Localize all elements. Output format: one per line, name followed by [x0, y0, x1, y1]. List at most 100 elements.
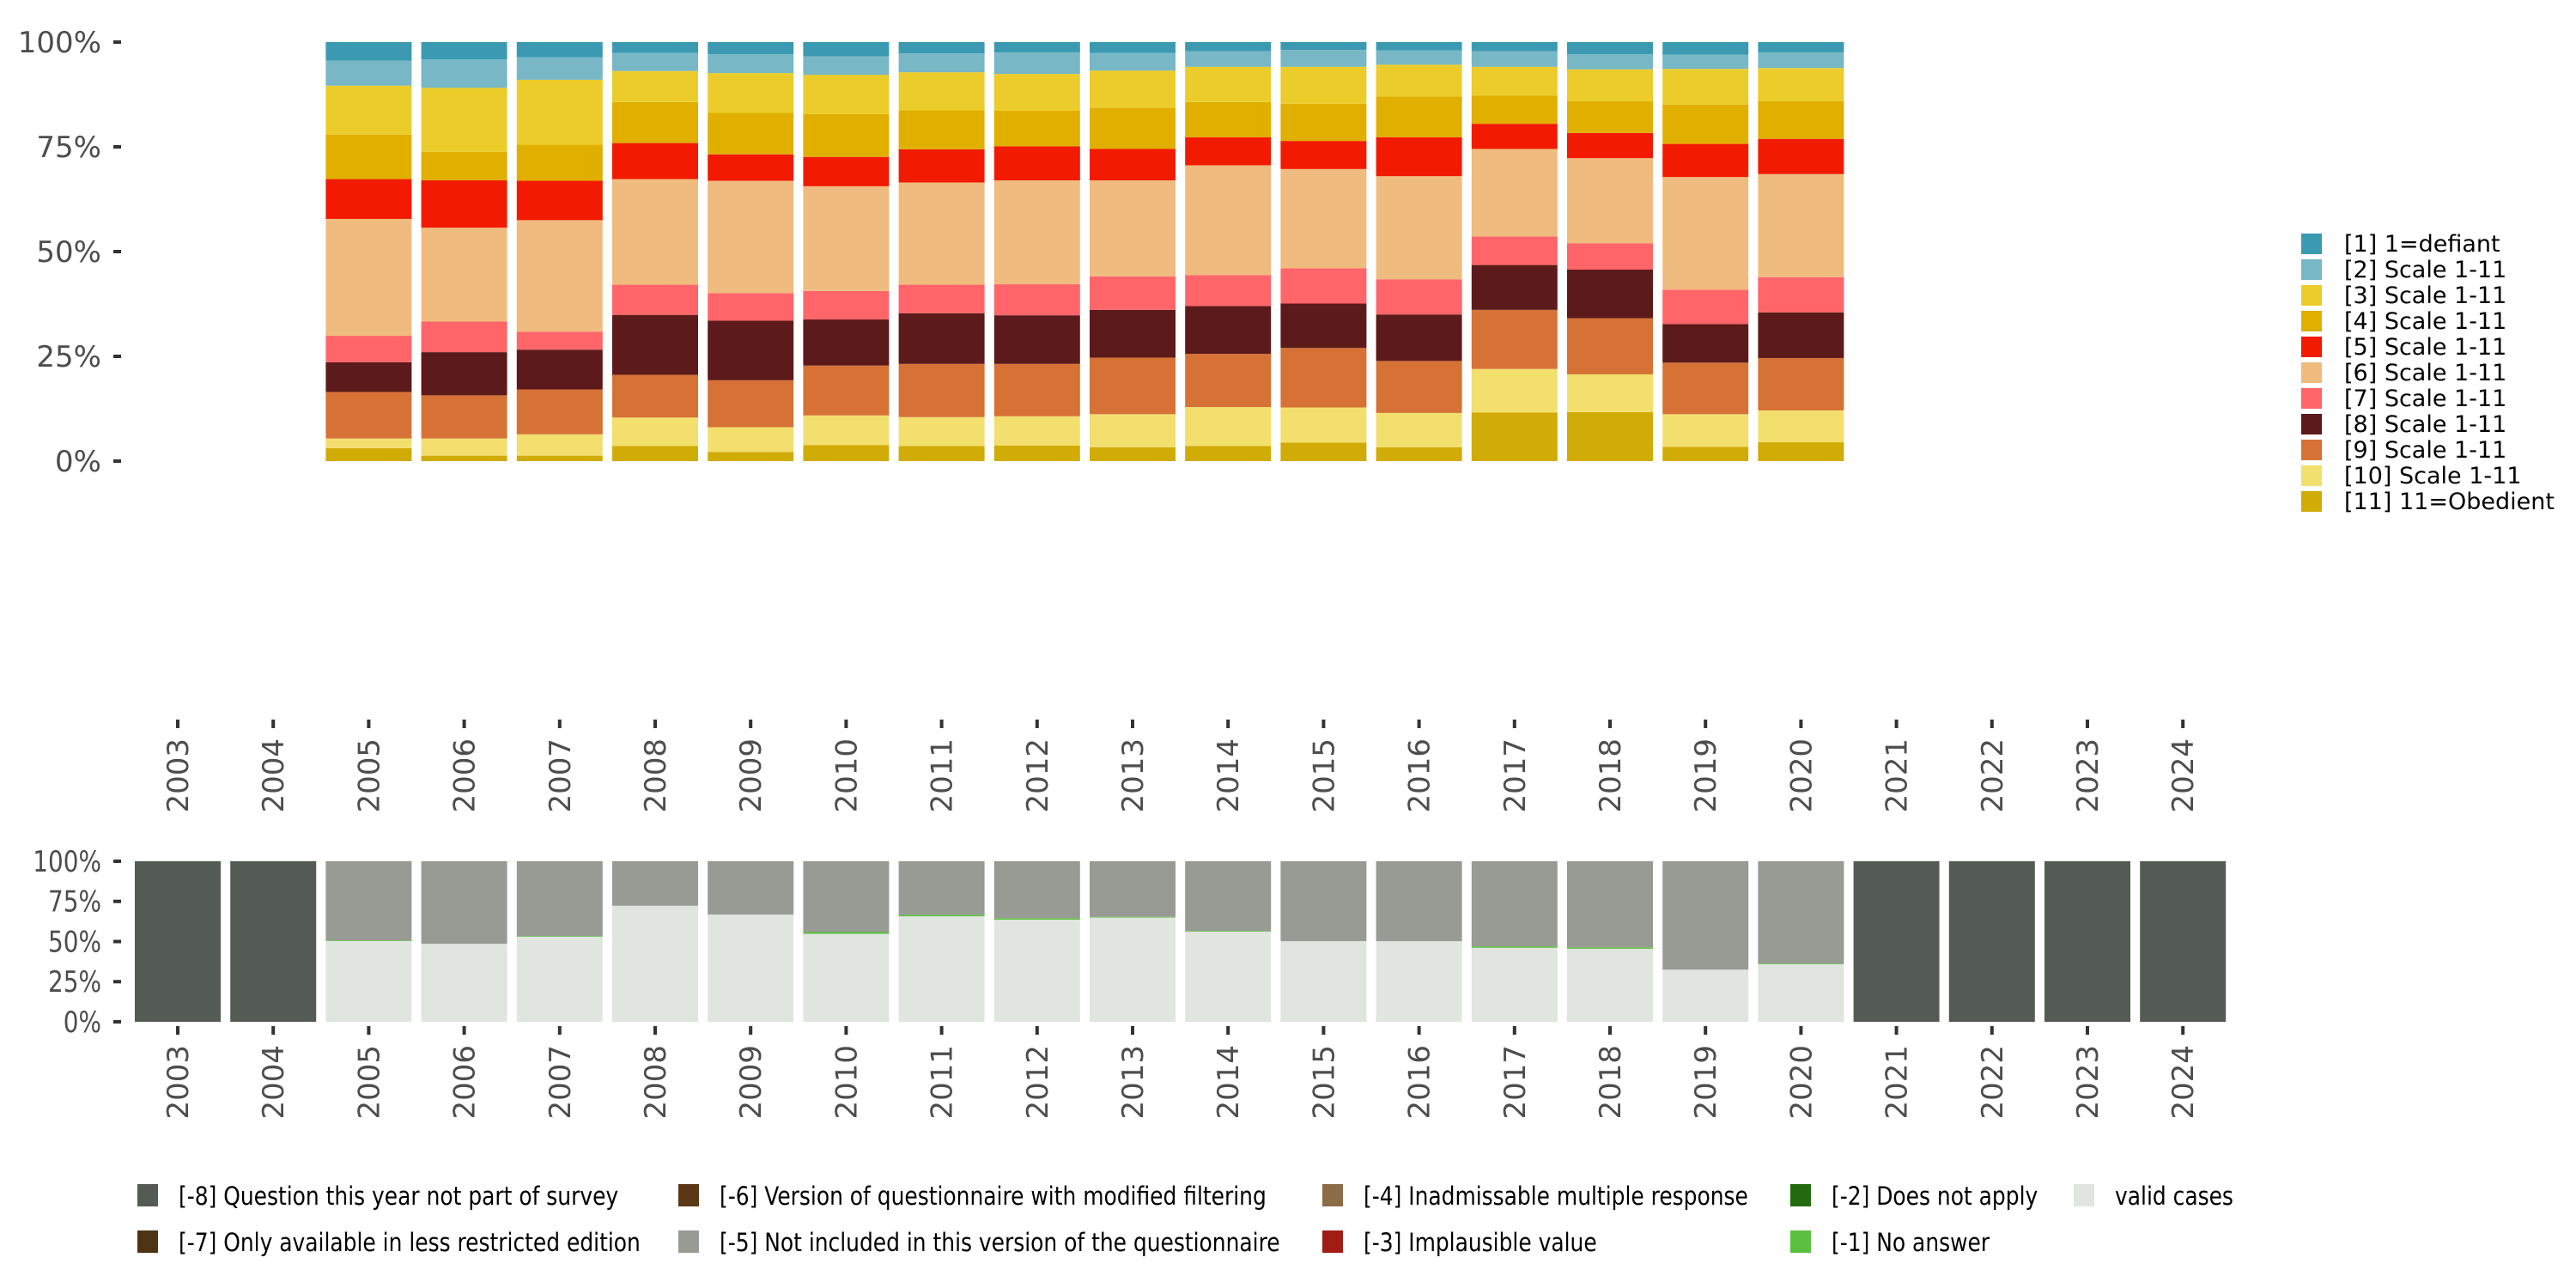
bar-segment-2018-8-scale-1-11	[1567, 269, 1653, 319]
x-tick-label: 2012	[1021, 1045, 1055, 1120]
bar-segment-2005-4-scale-1-11	[325, 134, 412, 179]
bar-segment-2010-11-11-obedient	[803, 445, 890, 461]
bar-segment-2009-3-scale-1-11	[708, 73, 794, 113]
bar-segment-2011-6-scale-1-11	[898, 182, 985, 285]
bar-segment-2007-11-11-obedient	[516, 455, 603, 461]
bar-segment-2010-1-no-answer	[803, 932, 890, 934]
x-tick-label: 2016	[1403, 738, 1437, 813]
x-tick-label: 2018	[1594, 738, 1628, 813]
bar-segment-2012-8-scale-1-11	[993, 315, 1080, 364]
x-tick-label: 2021	[1880, 1045, 1915, 1120]
bar-segment-2013-4-scale-1-11	[1090, 107, 1176, 149]
bar-segment-2009-5-scale-1-11	[708, 154, 794, 181]
bar-segment-2008-10-scale-1-11	[612, 417, 698, 447]
bar-segment-2020-5-scale-1-11	[1758, 138, 1844, 174]
bar-segment-2015-7-scale-1-11	[1280, 268, 1367, 304]
bar-stack-2011	[898, 861, 985, 1022]
bar-stack-2015	[1280, 42, 1367, 461]
legend-swatch	[2074, 1184, 2094, 1206]
bar-segment-2019-8-scale-1-11	[1662, 324, 1749, 363]
bar-segment-2019-valid-cases	[1662, 969, 1749, 1022]
y-tick-label: 100%	[18, 26, 101, 60]
legend-item-2-does-not-apply: [-2] Does not apply	[1790, 1182, 2038, 1212]
x-tick-label: 2004	[257, 738, 291, 813]
bar-segment-2006-3-scale-1-11	[421, 88, 507, 152]
bar-stack-2020	[1758, 42, 1844, 461]
bar-segment-2010-9-scale-1-11	[803, 365, 890, 416]
bar-stack-2013	[1090, 42, 1176, 461]
x-tick-label: 2005	[352, 1045, 386, 1120]
bar-segment-2007-9-scale-1-11	[516, 389, 603, 434]
bar-segment-2015-valid-cases	[1280, 941, 1367, 1022]
bar-segment-2016-3-scale-1-11	[1376, 64, 1462, 97]
legend-swatch	[1790, 1230, 1811, 1253]
bar-segment-2020-10-scale-1-11	[1758, 410, 1844, 443]
bar-segment-2009-6-scale-1-11	[708, 180, 794, 294]
bar-segment-2017-valid-cases	[1471, 947, 1558, 1022]
bar-segment-2015-9-scale-1-11	[1280, 348, 1367, 408]
bar-stack-2004	[230, 861, 317, 1022]
bar-segment-2007-5-not-included-in-this-version-of-the-questionnaire	[516, 861, 603, 937]
bar-stack-2010	[803, 861, 890, 1022]
legend-item-valid-cases: valid cases	[2074, 1182, 2233, 1212]
bar-segment-2020-5-not-included-in-this-version-of-the-questionnaire	[1758, 861, 1844, 964]
bar-segment-2016-7-scale-1-11	[1376, 279, 1462, 315]
legend-label: [2] Scale 1-11	[2344, 257, 2506, 283]
legend-swatch	[2301, 234, 2322, 254]
bar-segment-2008-11-11-obedient	[612, 446, 698, 461]
bar-segment-2013-3-scale-1-11	[1090, 70, 1176, 108]
legend-label: [-5] Not included in this version of the…	[720, 1229, 1280, 1257]
legend-label: [8] Scale 1-11	[2344, 411, 2506, 438]
bar-segment-2019-1-1-defiant	[1662, 42, 1749, 55]
bar-segment-2018-6-scale-1-11	[1567, 158, 1653, 244]
x-tick-label: 2012	[1021, 738, 1055, 813]
bar-segment-2013-8-scale-1-11	[1090, 309, 1176, 358]
bar-segment-2020-4-scale-1-11	[1758, 100, 1844, 139]
bar-segment-2015-3-scale-1-11	[1280, 66, 1367, 104]
bar-segment-2010-7-scale-1-11	[803, 290, 890, 320]
legend-swatch	[2301, 337, 2322, 357]
legend-swatch	[137, 1184, 158, 1206]
bar-segment-2016-5-not-included-in-this-version-of-the-questionnaire	[1376, 861, 1462, 942]
bar-segment-2011-4-scale-1-11	[898, 110, 985, 149]
bar-segment-2016-4-scale-1-11	[1376, 96, 1462, 137]
bar-stack-2012	[993, 42, 1080, 461]
bar-stack-2020	[1758, 861, 1844, 1022]
x-tick-label: 2019	[1689, 1045, 1723, 1120]
bar-segment-2016-9-scale-1-11	[1376, 361, 1462, 413]
x-tick-label: 2013	[1116, 738, 1151, 813]
bar-segment-2018-2-scale-1-11	[1567, 54, 1653, 70]
bar-segment-2017-6-scale-1-11	[1471, 149, 1558, 237]
bar-segment-2011-valid-cases	[898, 916, 985, 1022]
bar-segment-2007-3-scale-1-11	[516, 79, 603, 145]
bar-stack-2018	[1567, 861, 1653, 1022]
legend-label: [-4] Inadmissable multiple response	[1364, 1182, 1748, 1211]
bar-stack-2005	[325, 861, 412, 1022]
bar-segment-2009-9-scale-1-11	[708, 380, 794, 428]
bar-segment-2019-5-not-included-in-this-version-of-the-questionnaire	[1662, 861, 1749, 970]
bar-segment-2014-9-scale-1-11	[1185, 354, 1272, 408]
legend-swatch	[2301, 311, 2322, 331]
bar-segment-2006-1-1-defiant	[421, 42, 507, 60]
x-tick-label: 2017	[1498, 1045, 1533, 1120]
bar-segment-2019-5-scale-1-11	[1662, 143, 1749, 178]
bar-segment-2017-5-not-included-in-this-version-of-the-questionnaire	[1471, 861, 1558, 947]
legend-item-7-scale-1-11: [7] Scale 1-11	[2301, 386, 2506, 412]
bar-segment-2004-8-question-this-year-not-part-of-survey	[230, 861, 317, 1022]
bar-segment-2013-7-scale-1-11	[1090, 276, 1176, 310]
bar-segment-2017-4-scale-1-11	[1471, 95, 1558, 125]
bar-segment-2012-6-scale-1-11	[993, 180, 1080, 285]
bar-segment-2024-8-question-this-year-not-part-of-survey	[2140, 861, 2227, 1022]
bar-segment-2007-5-scale-1-11	[516, 180, 603, 221]
bar-stack-2019	[1662, 42, 1749, 461]
bar-segment-2020-11-11-obedient	[1758, 442, 1844, 461]
top-legend: [1] 1=defiant[2] Scale 1-11[3] Scale 1-1…	[2301, 231, 2555, 515]
y-tick-label: 25%	[48, 966, 101, 999]
bar-segment-2018-1-1-defiant	[1567, 42, 1653, 55]
legend-item-3-scale-1-11: [3] Scale 1-11	[2301, 283, 2506, 309]
bar-stack-2005	[325, 42, 412, 461]
bar-segment-2005-7-scale-1-11	[325, 336, 412, 362]
bar-segment-2010-4-scale-1-11	[803, 113, 890, 157]
bar-segment-2005-2-scale-1-11	[325, 60, 412, 86]
legend-item-4-inadmissable-multiple-response: [-4] Inadmissable multiple response	[1322, 1182, 1748, 1212]
